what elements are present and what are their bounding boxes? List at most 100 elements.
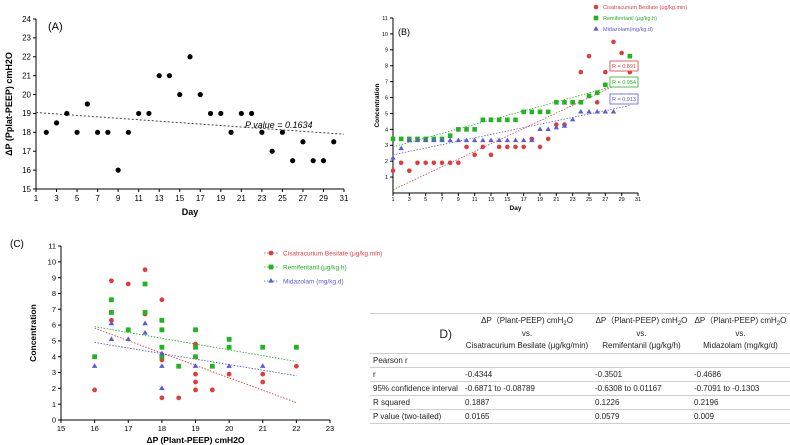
data-point — [238, 110, 244, 117]
y-tick-label: 11 — [382, 16, 388, 22]
data-point — [537, 126, 543, 131]
table-header-cisatracurium: ΔP（Plant-PEEP) cmH2O vs. Cisatracurium B… — [462, 313, 592, 354]
panel-b-chart: 1 3 5 7 9 11 13 15 17 19 21 23 25 27 29 311234567891011… — [374, 4, 687, 212]
y-tick-label: 18 — [22, 128, 31, 137]
x-tick-label: 22 — [292, 424, 300, 433]
y-tick-label: 5 — [52, 337, 56, 346]
data-point — [207, 110, 214, 117]
table-cell: -0.4686 — [690, 367, 790, 382]
data-point — [193, 344, 198, 350]
x-tick-label: 3 — [54, 194, 59, 203]
table-cell: 0.2196 — [690, 395, 790, 410]
data-point — [529, 109, 535, 115]
r-value-box — [609, 60, 639, 72]
data-point — [91, 363, 98, 368]
data-point — [193, 327, 198, 333]
data-point — [610, 108, 617, 114]
data-point — [193, 387, 198, 393]
y-tick-label: 8 — [52, 289, 56, 298]
data-point — [545, 136, 551, 142]
table-row: R squared 0.1887 0.1226 0.2196 — [370, 395, 790, 410]
data-point — [594, 108, 600, 114]
x-tick-label: 31 — [635, 197, 641, 203]
data-point — [279, 129, 285, 135]
data-point — [115, 167, 121, 173]
data-point — [159, 363, 165, 368]
r-value-label: R = 0.913 — [612, 97, 636, 103]
table-cell: 0.009 — [690, 409, 790, 424]
data-point — [593, 4, 599, 10]
y-tick-label: 10 — [48, 257, 56, 266]
table-row-label: R squared — [370, 395, 463, 410]
x-tick-label: 17 — [124, 424, 132, 433]
data-point — [496, 144, 502, 150]
data-point — [415, 160, 420, 166]
data-point — [142, 330, 148, 335]
data-point — [209, 363, 215, 369]
y-tick-label: 8 — [385, 64, 388, 70]
data-point — [578, 108, 584, 114]
data-point — [108, 336, 115, 342]
x-tick-label: 9 — [457, 197, 460, 203]
y-tick-label: 22 — [22, 53, 31, 62]
data-point — [472, 127, 477, 132]
table-row-label: Pearson r — [370, 353, 463, 368]
data-point — [125, 327, 131, 333]
table-cell: 0.1226 — [591, 395, 691, 410]
y-tick-label: 4 — [385, 127, 388, 133]
data-point — [463, 137, 470, 143]
legend-label: Remifentanil (μg/kg.h) — [603, 16, 657, 22]
data-point — [431, 160, 437, 166]
data-point — [390, 136, 396, 142]
data-point — [159, 350, 165, 356]
data-point — [109, 310, 114, 315]
y-tick-label: 9 — [52, 273, 56, 282]
legend-label: Cisatracurium Besilate (μg/kg.min) — [603, 5, 687, 11]
data-point — [447, 160, 453, 166]
y-tick-label: 4 — [52, 352, 56, 361]
data-point — [43, 129, 49, 135]
data-point — [187, 54, 193, 60]
x-tick-label: 21 — [553, 197, 559, 203]
stats-table-header-row: D) ΔP（Plant-PEEP) cmH2O vs. Cisatracuriu… — [370, 313, 790, 354]
stats-table: D) ΔP（Plant-PEEP) cmH2O vs. Cisatracuriu… — [370, 313, 790, 424]
x-tick-label: 13 — [488, 197, 494, 203]
data-point — [268, 278, 274, 283]
table-cell: 0.1887 — [462, 395, 592, 410]
table-row: r -0.4344 -0.3501 -0.4686 — [370, 367, 790, 382]
data-point — [496, 137, 502, 143]
panel-label: (B) — [398, 27, 410, 37]
r-value-label: R = 0.891 — [612, 64, 636, 70]
x-tick-label: 7 — [440, 197, 443, 203]
data-series — [92, 281, 299, 369]
data-point — [269, 148, 275, 154]
data-point — [554, 100, 559, 105]
x-tick-label: 27 — [602, 197, 608, 203]
data-point — [310, 158, 316, 164]
data-point — [611, 39, 616, 45]
data-point — [300, 139, 306, 145]
x-tick-label: 23 — [570, 197, 576, 203]
table-cell: -0.4344 — [462, 367, 592, 382]
y-tick-label: 1 — [52, 400, 56, 409]
data-point — [192, 363, 199, 368]
data-point — [456, 127, 461, 132]
data-point — [136, 110, 142, 117]
x-tick-label: 21 — [259, 424, 267, 433]
data-point — [586, 53, 592, 59]
legend-label: Midazolam (mg/kg.d) — [283, 279, 344, 286]
x-tick-label: 25 — [586, 197, 592, 203]
table-row: 95% confidence interval -0.6871 to -0.08… — [370, 381, 790, 396]
data-point — [74, 129, 80, 135]
data-point — [423, 160, 428, 166]
data-point — [602, 108, 609, 114]
data-point — [586, 93, 592, 99]
data-point — [142, 310, 148, 315]
y-tick-label: 11 — [48, 242, 56, 251]
y-tick-label: 21 — [22, 71, 31, 80]
x-tick-label: 15 — [175, 194, 184, 203]
data-point — [249, 110, 255, 117]
data-point — [176, 395, 182, 401]
y-tick-label: 6 — [385, 95, 388, 101]
